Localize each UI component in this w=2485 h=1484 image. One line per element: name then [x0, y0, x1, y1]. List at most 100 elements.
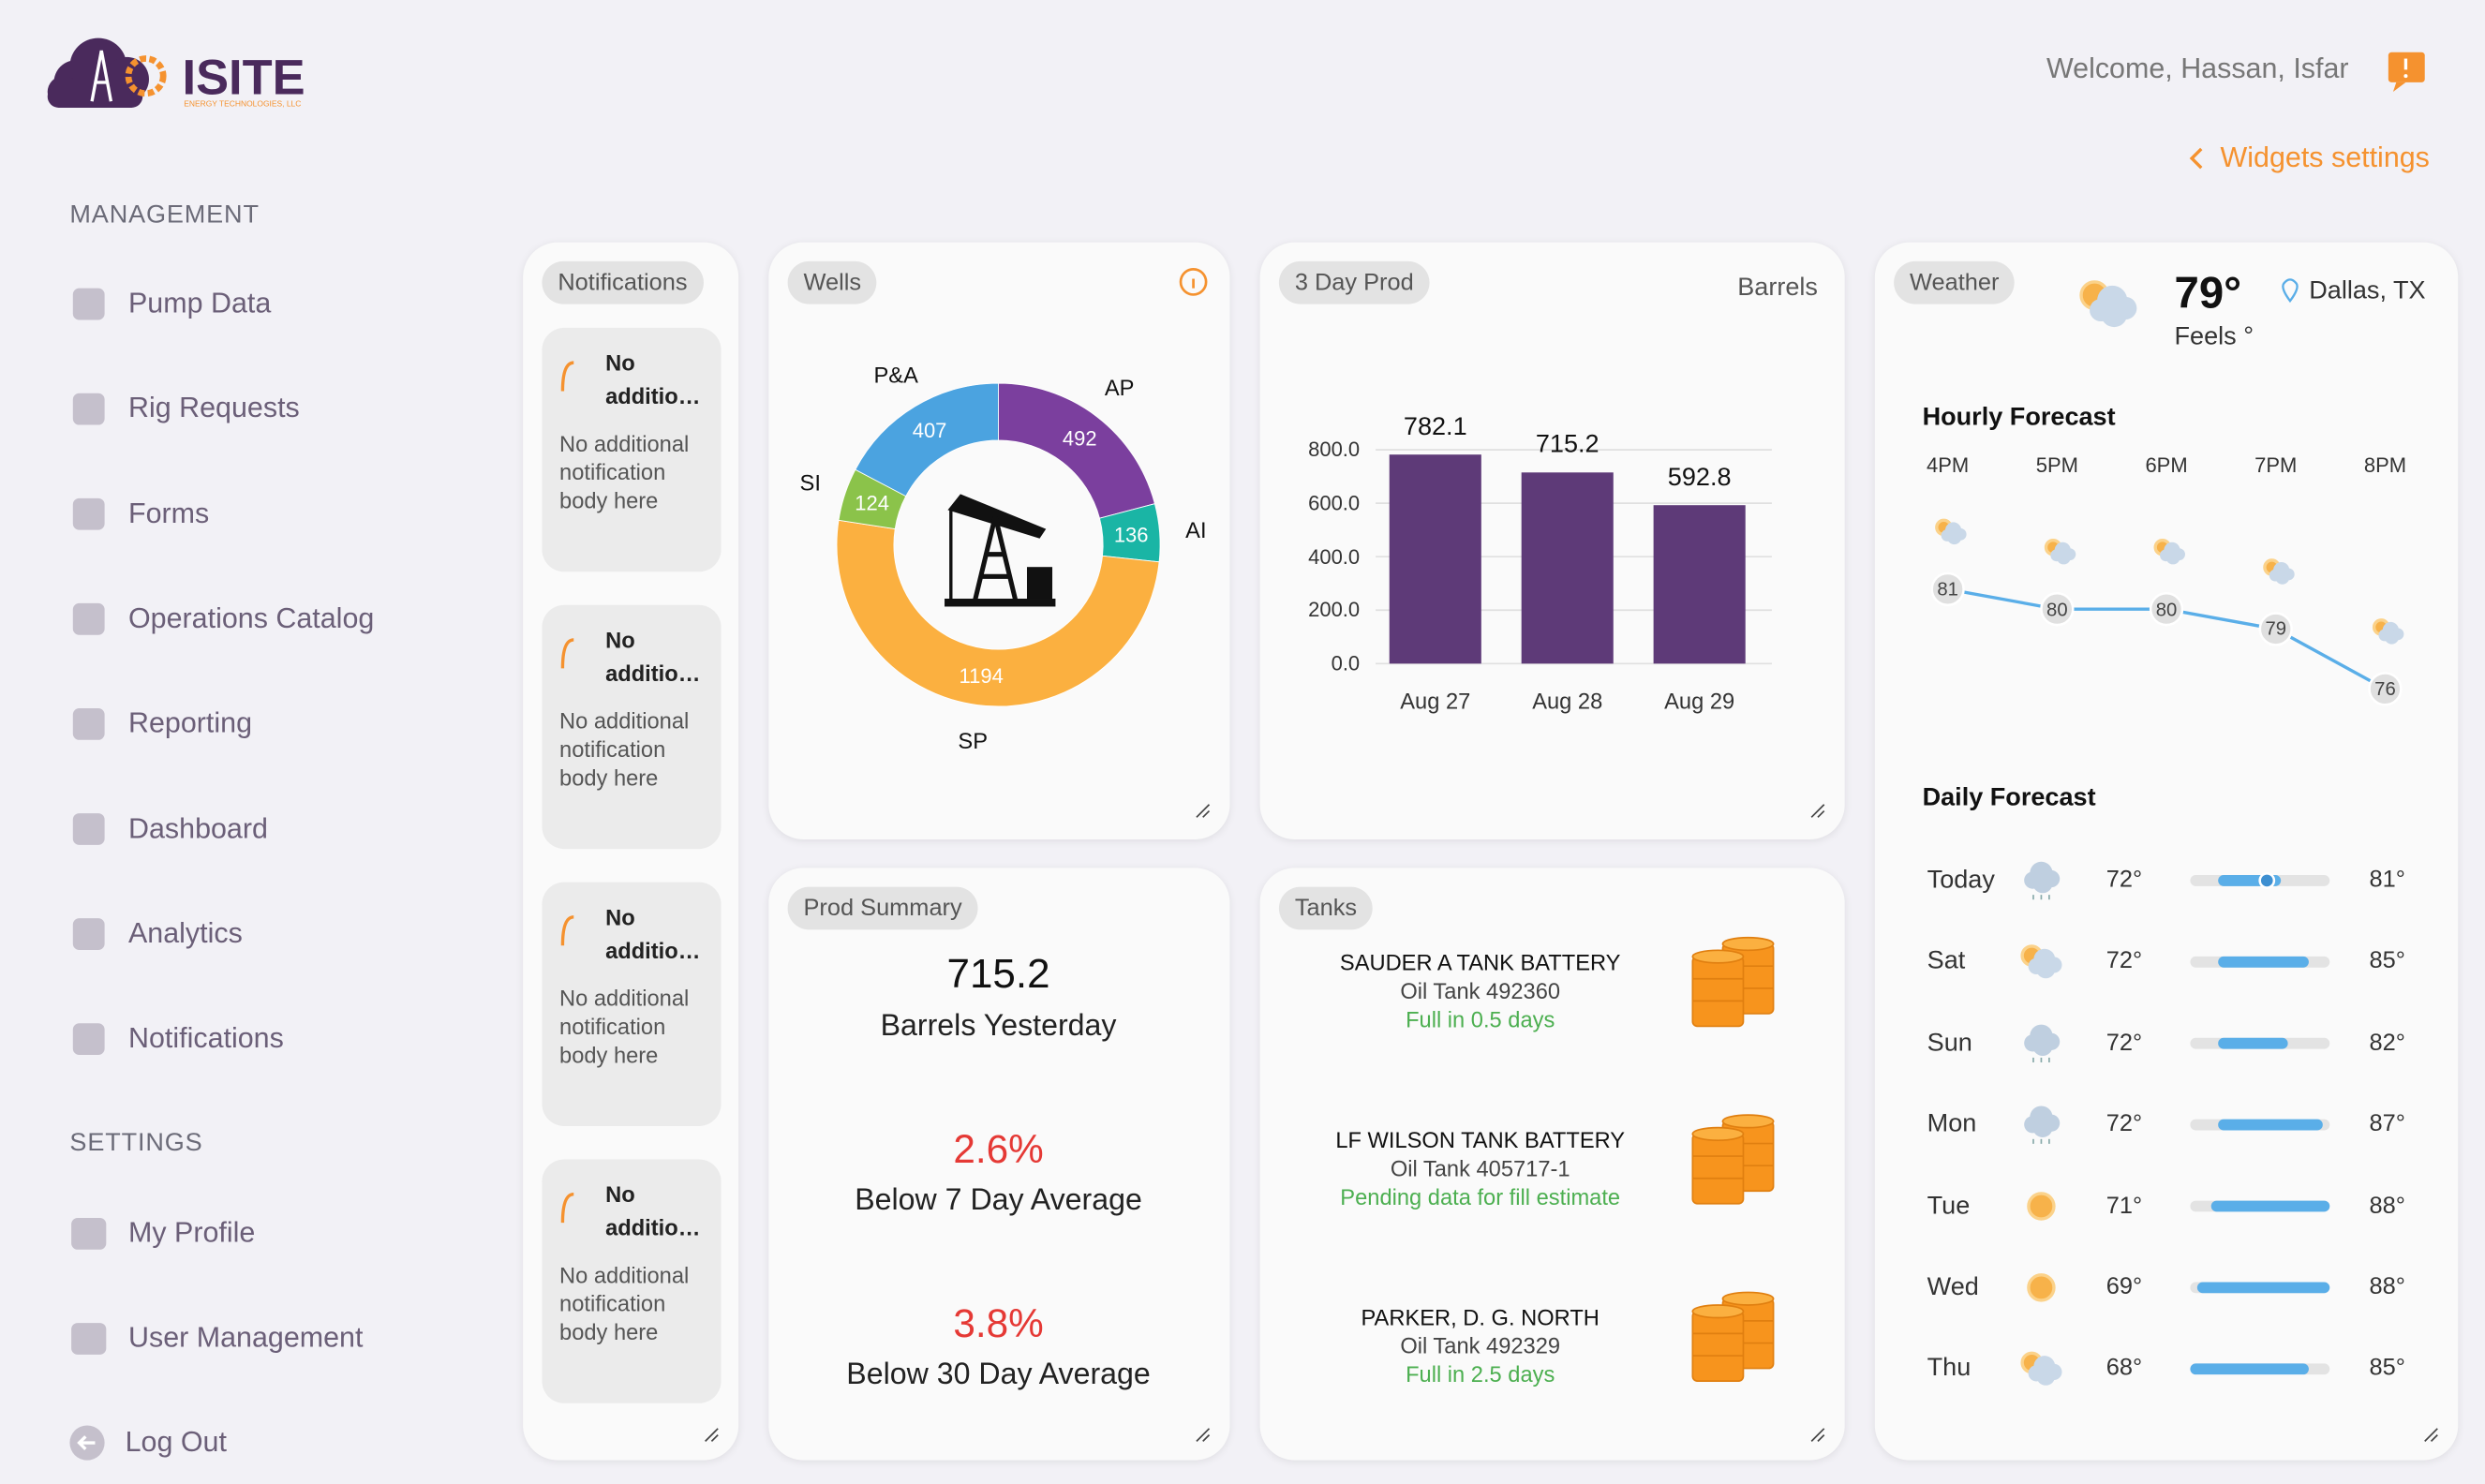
barrel-top [1721, 936, 1775, 952]
logout-icon [77, 1435, 96, 1451]
barrel-top [1691, 949, 1745, 964]
location: Dallas, TX [2309, 277, 2426, 305]
summary-label: Barrels Yesterday [880, 1009, 1117, 1044]
menu-item[interactable]: Rig Requests [127, 392, 300, 424]
resize-handle [1817, 809, 1825, 818]
menu-item[interactable]: Analytics [127, 916, 243, 949]
cloud-icon [2024, 861, 2061, 894]
chat-icon [2392, 82, 2406, 93]
widget-card [768, 868, 1230, 1461]
x-tick-label: Aug 27 [1400, 688, 1471, 714]
cloud-part [2036, 1366, 2056, 1386]
hourly-temp: 76 [2374, 677, 2396, 700]
resize-handle [1202, 809, 1211, 818]
menu-item[interactable]: Dashboard [127, 811, 268, 844]
hourly-point [2040, 591, 2075, 627]
resize-handle [1810, 1428, 1825, 1442]
day-label: Tue [1927, 1192, 1971, 1220]
notification-title: No additio… [605, 904, 701, 963]
tank-icon [1691, 936, 1775, 1028]
sun-icon [2027, 1273, 2056, 1302]
bell-icon [560, 1192, 574, 1224]
menu-icon [72, 918, 105, 950]
menu-icon [72, 602, 105, 635]
cloud-icon [2269, 562, 2295, 585]
high-temp: 85° [2369, 1355, 2405, 1382]
hourly-temp: 80 [2046, 597, 2068, 620]
hour-label: 7PM [2254, 453, 2298, 478]
cloud-part [2275, 570, 2290, 585]
barrel [1691, 1310, 1745, 1382]
summary-value: 715.2 [946, 949, 1050, 998]
info-icon[interactable] [1179, 268, 1208, 296]
menu-icon [72, 813, 105, 845]
menu-icon [72, 393, 105, 425]
hour-label: 4PM [1927, 453, 1970, 478]
cloud-part [2036, 959, 2056, 979]
menu-item[interactable]: Pump Data [127, 287, 272, 319]
chat-icon [2403, 74, 2408, 79]
donut-slice [855, 382, 999, 497]
high-temp: 88° [2369, 1273, 2405, 1300]
day-label: Wed [1927, 1273, 1979, 1301]
pumpjack-icon [945, 494, 1056, 607]
resize-handle [2424, 1428, 2438, 1442]
high-temp: 82° [2369, 1029, 2405, 1057]
widgets-settings-link[interactable]: Widgets settings [2220, 141, 2430, 173]
notification-item [542, 1159, 722, 1403]
low-temp: 72° [2106, 947, 2143, 975]
day-label: Today [1927, 867, 1995, 895]
menu-item[interactable]: User Management [127, 1321, 364, 1354]
tank-id: Oil Tank 405717-1 [1390, 1155, 1570, 1181]
unit-label: Barrels [1737, 275, 1818, 302]
temp-range [2190, 1363, 2309, 1375]
temp-range [2196, 1282, 2330, 1294]
logo-cloud [47, 85, 143, 108]
y-tick-label: 400.0 [1308, 544, 1361, 569]
notification-body: No additional notification body here [559, 985, 690, 1068]
cloud-part [2165, 550, 2180, 565]
bar [1653, 505, 1746, 664]
donut-slice [836, 519, 1160, 707]
notification-body: No additional notification body here [559, 1262, 690, 1345]
tank-icon [1691, 1114, 1775, 1205]
slice-label: P&A [873, 362, 918, 388]
cloud-part [2032, 872, 2053, 894]
widget-title: Notifications [542, 260, 704, 304]
widget-title: Wells [787, 260, 877, 304]
high-temp: 87° [2369, 1110, 2405, 1138]
day-label: Sat [1927, 948, 1966, 976]
widget-title: Tanks [1278, 886, 1374, 930]
hour-label: 8PM [2363, 453, 2407, 478]
menu-item[interactable]: Forms [127, 497, 210, 529]
section-title: SETTINGS [69, 1130, 203, 1157]
tank-status: Pending data for fill estimate [1340, 1183, 1621, 1209]
logo-gear [125, 55, 167, 97]
hourly-temp: 80 [2155, 597, 2178, 620]
menu-item[interactable]: Reporting [127, 706, 253, 739]
bell-icon [560, 638, 574, 669]
logout-link[interactable]: Log Out [125, 1425, 227, 1458]
day-label: Sun [1927, 1030, 1972, 1057]
brand-name: ISITE [182, 50, 305, 106]
current-temp: 79° [2174, 268, 2242, 318]
menu-item[interactable]: Notifications [127, 1021, 284, 1054]
barrel [1691, 1133, 1745, 1205]
sun-icon [2027, 1192, 2056, 1221]
hourly-point [2149, 591, 2184, 627]
hourly-point [2368, 672, 2403, 706]
high-temp: 88° [2369, 1192, 2405, 1219]
hour-label: 6PM [2145, 453, 2188, 478]
notification-item [542, 604, 722, 850]
menu-item[interactable]: My Profile [127, 1216, 256, 1249]
bar-value-label: 782.1 [1403, 413, 1467, 441]
resize-handle [2430, 1433, 2438, 1442]
menu-icon [72, 288, 105, 320]
widget-card [1874, 242, 2459, 1461]
temp-range [2218, 1119, 2323, 1131]
slice-value: 136 [1113, 522, 1149, 546]
cloud-icon [2024, 1024, 2061, 1057]
menu-item[interactable]: Operations Catalog [127, 601, 375, 634]
low-temp: 71° [2106, 1192, 2143, 1219]
x-tick-label: Aug 29 [1664, 688, 1735, 714]
